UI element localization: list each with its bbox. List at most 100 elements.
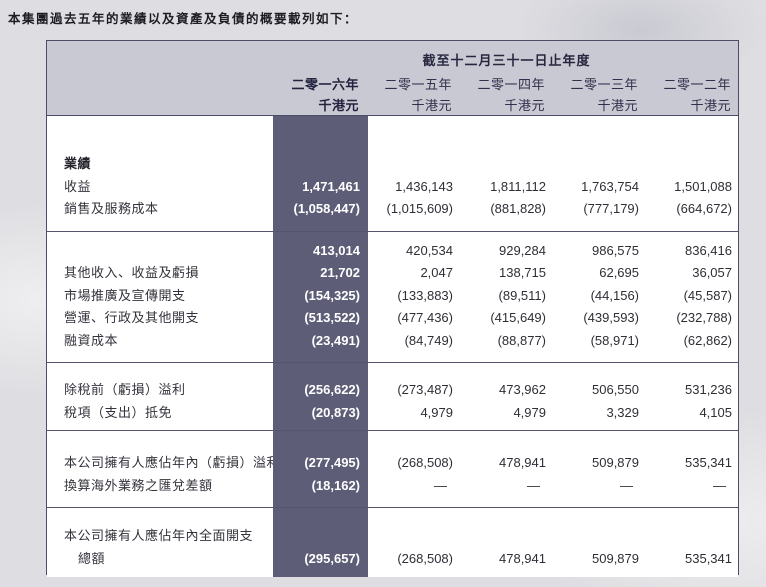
value-cell: 413,014 [313,242,360,258]
year-header: 二零一三年 [570,77,638,92]
value-cell: 531,236 [685,382,732,397]
value-cell: (45,587) [683,287,732,303]
value-cell: 509,879 [592,455,639,470]
row-label: 本公司擁有人應佔年內（虧損）溢利 [64,455,273,470]
value-cell: (1,015,609) [386,201,454,216]
value-cell: (232,788) [676,310,732,325]
row-label: 其他收入、收益及虧損 [64,265,200,280]
value-cell: 62,695 [599,265,639,280]
page-title: 本集團過去五年的業績以及資產及負債的概要載列如下： [8,12,359,26]
value-cell: 1,763,754 [581,178,639,194]
unit-header: 千港元 [504,98,545,113]
table-row: 總額 (295,657) (268,508) 478,941 509,879 535,34… [47,548,738,571]
value-cell: — [434,477,447,493]
year-header: 二零一四年 [477,77,545,92]
table-section: 本公司擁有人應佔年內全面開支 總額 (295,657) (268,508) 478,94… [47,507,738,577]
value-cell: 535,341 [685,550,732,566]
value-cell: (133,883) [397,287,453,303]
value-cell: (881,828) [490,201,546,216]
table-row: 413,014 420,534 929,284 986,575 836,416 [47,240,738,263]
table-row: 稅項（支出）抵免 (20,873) 4,979 4,979 3,329 4,105 [47,402,738,425]
value-cell: (18,162) [311,477,360,493]
value-cell: (777,179) [583,201,639,216]
spacer-cell [47,74,273,96]
table-row: 收益 1,471,461 1,436,143 1,811,112 1,763,754 1,… [47,176,738,199]
table-row: 市場推廣及宣傳開支 (154,325) (133,883) (89,511) (44,1… [47,285,738,308]
table-sections: 業績 收益 1,471,461 1,436,143 1,811,112 1,763,754… [47,116,738,577]
value-cell: 2,047 [420,265,453,280]
value-cell: 929,284 [499,242,546,258]
table-row: 銷售及服務成本 (1,058,447) (1,015,609) (881,828) (7… [47,198,738,221]
value-cell: (256,622) [304,382,360,397]
value-cell: 506,550 [592,382,639,397]
value-cell: (20,873) [311,404,360,420]
value-cell: — [713,477,726,493]
unit-header: 千港元 [411,98,452,113]
value-cell: 138,715 [499,265,546,280]
row-label: 營運、行政及其他開支 [64,310,200,325]
value-cell: 509,879 [592,550,639,566]
value-cell: 1,471,461 [302,178,360,194]
table-body: 業績 收益 1,471,461 1,436,143 1,811,112 1,763,754… [47,116,738,577]
value-cell: (89,511) [498,287,546,303]
value-cell: 478,941 [499,550,546,566]
value-cell: (477,436) [397,310,453,325]
value-cell [273,525,368,548]
value-cell: (513,522) [304,310,360,325]
five-year-summary-table: 截至十二月三十一日止年度 二零一六年 二零一五年 二零一四年 二零一三年 二零一二年 千… [46,40,739,577]
value-cell: 1,436,143 [395,178,453,194]
table-header: 截至十二月三十一日止年度 二零一六年 二零一五年 二零一四年 二零一三年 二零一二年 千… [47,41,738,116]
value-cell [554,153,647,176]
value-cell: (439,593) [583,310,639,325]
value-cell: (664,672) [676,201,732,216]
table-row: 本公司擁有人應佔年內全面開支 [47,525,738,548]
value-cell: 478,941 [499,455,546,470]
row-label: 除稅前（虧損）溢利 [64,382,186,397]
table-section: 413,014 420,534 929,284 986,575 836,416 其他收入、… [47,230,738,363]
value-cell: (277,495) [304,455,360,470]
unit-header: 千港元 [597,98,638,113]
unit-header-row: 千港元 千港元 千港元 千港元 千港元 [47,96,738,115]
unit-header: 千港元 [690,98,731,113]
value-cell: (415,649) [490,310,546,325]
value-cell: 1,501,088 [674,178,732,194]
spacer-cell [47,96,273,115]
value-cell: 473,962 [499,382,546,397]
value-cell: 986,575 [592,242,639,258]
year-header: 二零一六年 [291,77,359,92]
value-cell: (1,058,447) [293,201,361,216]
value-cell: 21,702 [320,265,360,280]
table-row: 營運、行政及其他開支 (513,522) (477,436) (415,649) (43… [47,307,738,330]
table-row: 融資成本 (23,491) (84,749) (88,877) (58,971) (62,… [47,330,738,353]
value-cell: (44,156) [590,287,639,303]
value-cell: 3,329 [606,404,639,420]
row-label: 本公司擁有人應佔年內全面開支 [64,528,254,543]
table-row: 業績 [47,153,738,176]
row-label: 業績 [64,156,92,171]
unit-header: 千港元 [318,98,359,113]
row-label [47,240,273,263]
value-cell: 420,534 [406,242,453,258]
table-row: 其他收入、收益及虧損 21,702 2,047 138,715 62,695 36,057 [47,262,738,285]
period-row: 截至十二月三十一日止年度 [47,47,738,74]
value-cell [647,525,740,548]
value-cell: — [527,477,540,493]
value-cell [461,525,554,548]
value-cell: 836,416 [685,242,732,258]
value-cell: 535,341 [685,455,732,470]
row-label: 換算海外業務之匯兌差額 [64,477,213,493]
year-header-row: 二零一六年 二零一五年 二零一四年 二零一三年 二零一二年 [47,74,738,96]
value-cell: (23,491) [311,332,360,348]
period-title: 截至十二月三十一日止年度 [422,53,591,68]
value-cell: (58,971) [590,332,639,348]
value-cell: (88,877) [497,332,546,348]
value-cell [368,153,461,176]
row-label: 市場推廣及宣傳開支 [64,287,186,303]
row-label: 總額 [78,550,106,566]
value-cell: (268,508) [397,455,453,470]
value-cell [554,525,647,548]
table-row: 本公司擁有人應佔年內（虧損）溢利 (277,495) (268,508) 478,94… [47,452,738,475]
row-label: 融資成本 [64,332,119,348]
row-label: 收益 [64,178,92,194]
row-label: 銷售及服務成本 [64,201,159,216]
